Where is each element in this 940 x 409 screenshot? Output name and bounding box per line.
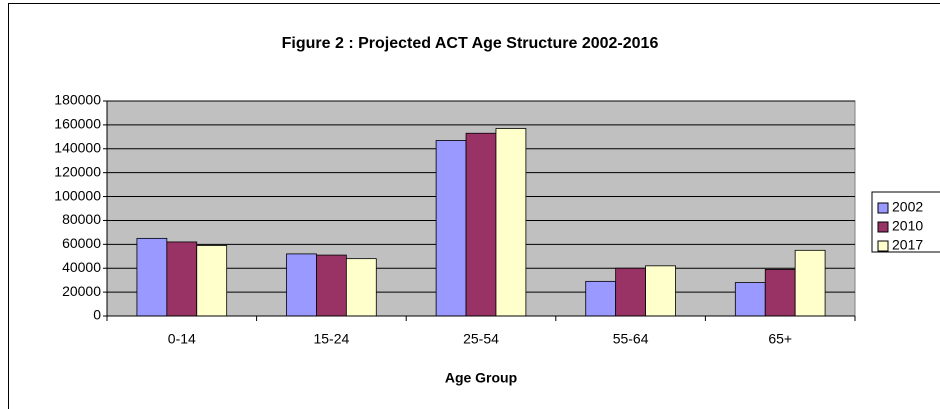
y-tick-label: 180000 bbox=[54, 92, 101, 108]
legend-swatch bbox=[877, 221, 889, 233]
bar bbox=[316, 254, 347, 317]
bar bbox=[286, 253, 317, 317]
bar bbox=[585, 280, 617, 317]
legend-label: 2017 bbox=[892, 237, 923, 253]
chart-title: Figure 2 : Projected ACT Age Structure 2… bbox=[282, 35, 659, 52]
y-tick-label: 80000 bbox=[62, 211, 101, 227]
legend-swatch bbox=[877, 202, 889, 214]
bar bbox=[136, 237, 168, 317]
y-tick-label: 100000 bbox=[54, 187, 101, 203]
legend-label: 2002 bbox=[892, 199, 923, 215]
bar bbox=[345, 258, 377, 317]
bar bbox=[495, 128, 527, 317]
bar bbox=[166, 241, 198, 317]
bar bbox=[645, 265, 676, 317]
x-tick-label: 0-14 bbox=[168, 331, 196, 347]
legend-swatch bbox=[877, 240, 889, 252]
bar bbox=[794, 249, 826, 317]
y-tick-label: 0 bbox=[93, 307, 101, 323]
legend-label: 2010 bbox=[892, 218, 923, 234]
y-tick-label: 120000 bbox=[54, 163, 101, 179]
bar bbox=[764, 269, 796, 317]
x-axis-title: Age Group bbox=[445, 370, 517, 386]
y-tick-label: 160000 bbox=[54, 116, 101, 132]
bar bbox=[196, 245, 228, 317]
bar bbox=[734, 282, 766, 317]
x-tick-label: 15-24 bbox=[313, 331, 349, 347]
bar bbox=[615, 267, 646, 317]
y-tick-label: 140000 bbox=[54, 139, 101, 155]
x-tick-label: 25-54 bbox=[463, 331, 499, 347]
y-tick-label: 20000 bbox=[62, 283, 101, 299]
bar bbox=[465, 132, 497, 317]
y-tick-label: 40000 bbox=[62, 259, 101, 275]
y-tick-label: 60000 bbox=[62, 235, 101, 251]
bar bbox=[435, 140, 467, 317]
x-tick-label: 55-64 bbox=[613, 331, 649, 347]
x-tick-label: 65+ bbox=[768, 331, 792, 347]
